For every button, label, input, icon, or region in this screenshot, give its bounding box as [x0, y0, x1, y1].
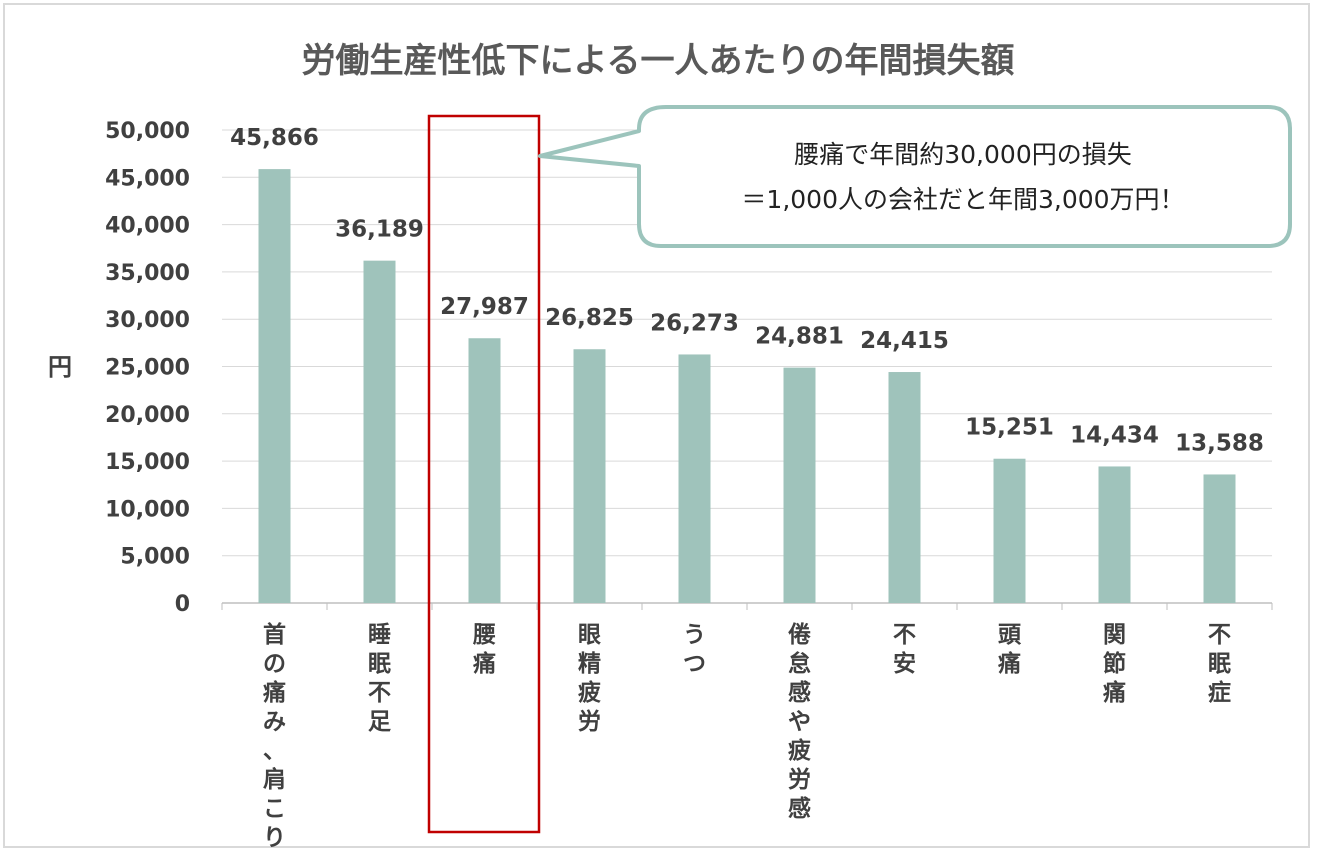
category-label: 睡眠不足	[368, 622, 391, 735]
data-label: 27,987	[440, 294, 529, 320]
category-label: 不安	[893, 622, 916, 677]
bar	[468, 338, 501, 603]
highlight-box-lower-back-pain	[427, 114, 541, 834]
y-axis-ticks: 0 5,000 10,000 15,000 20,000 25,000 30,000 35,0…	[105, 119, 190, 617]
bar	[573, 349, 606, 603]
data-label: 24,415	[860, 328, 949, 354]
callout-line-2: ＝1,000人の会社だと年間3,000万円！	[741, 185, 1184, 214]
data-label: 14,434	[1070, 422, 1159, 448]
category-label: 倦怠感や疲労感	[788, 622, 811, 822]
category-label: 不眠症	[1208, 622, 1231, 706]
data-label: 45,866	[230, 125, 319, 151]
data-label: 24,881	[755, 324, 844, 350]
y-tick-label: 50,000	[105, 119, 190, 144]
data-label: 26,273	[650, 310, 739, 336]
bar	[363, 260, 396, 603]
y-tick-label: 35,000	[105, 261, 190, 286]
y-tick-label: 25,000	[105, 356, 190, 381]
bar	[888, 372, 921, 603]
bar	[1098, 466, 1131, 603]
bar	[783, 367, 816, 603]
category-label: 頭痛	[998, 622, 1022, 677]
callout-bubble	[538, 105, 1292, 248]
category-label: 腰痛	[472, 622, 496, 677]
y-tick-label: 5,000	[120, 545, 190, 570]
category-label: 眼精疲労	[578, 622, 601, 735]
y-tick-label: 10,000	[105, 497, 190, 522]
category-label: 首の痛み、肩こり	[263, 621, 286, 851]
data-label: 15,251	[965, 415, 1054, 441]
y-tick-label: 40,000	[105, 214, 190, 239]
data-label: 26,825	[545, 305, 634, 331]
y-tick-label: 45,000	[105, 166, 190, 191]
y-tick-label: 0	[175, 592, 190, 617]
bar	[1203, 474, 1236, 603]
y-tick-label: 30,000	[105, 308, 190, 333]
bar	[678, 354, 711, 603]
bar	[258, 169, 291, 603]
callout-annotation: 腰痛で年間約30,000円の損失 ＝1,000人の会社だと年間3,000万円！	[538, 105, 1292, 248]
y-tick-label: 15,000	[105, 450, 190, 475]
bars	[258, 169, 1236, 603]
data-labels: 45,866 36,189 27,987 26,825 26,273 24,881 24,4…	[230, 125, 1264, 456]
data-label: 36,189	[335, 217, 424, 243]
category-label: うつ	[683, 622, 706, 677]
category-labels: 首の痛み、肩こり 睡眠不足 腰痛 眼精疲労 うつ 倦怠感や疲労感 不安 頭痛 関節痛 不眠症	[263, 621, 1231, 851]
category-label: 関節痛	[1103, 622, 1126, 706]
y-axis-label: 円	[48, 353, 72, 381]
bar	[993, 458, 1026, 603]
y-tick-label: 20,000	[105, 403, 190, 428]
callout-line-1: 腰痛で年間約30,000円の損失	[794, 140, 1131, 169]
data-label: 13,588	[1175, 430, 1264, 456]
chart-title: 労働生産性低下による一人あたりの年間損失額	[302, 41, 1015, 81]
